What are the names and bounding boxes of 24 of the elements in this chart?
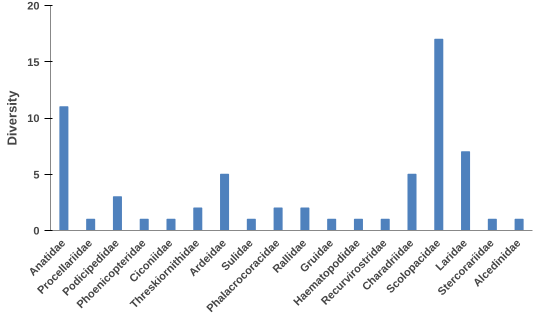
bar bbox=[166, 218, 176, 230]
bar bbox=[434, 38, 444, 230]
bar bbox=[220, 174, 230, 230]
bar bbox=[59, 106, 68, 230]
bar bbox=[380, 218, 390, 230]
bar bbox=[300, 208, 310, 230]
y-tick-label: 5 bbox=[33, 169, 40, 182]
bar bbox=[488, 218, 497, 230]
bar bbox=[461, 151, 470, 230]
y-tick-label: 10 bbox=[27, 113, 40, 125]
bar bbox=[354, 218, 363, 230]
y-tick-label: 15 bbox=[27, 56, 40, 69]
bar bbox=[86, 218, 96, 230]
bar bbox=[140, 218, 149, 230]
bar bbox=[514, 218, 524, 230]
bar bbox=[112, 196, 122, 230]
bar bbox=[327, 218, 336, 230]
y-tick-label: 20 bbox=[27, 0, 40, 12]
y-axis-title: Diversity bbox=[4, 90, 20, 146]
bar bbox=[274, 208, 283, 230]
bar bbox=[193, 208, 202, 230]
y-tick-label: 0 bbox=[33, 226, 40, 238]
bar bbox=[246, 218, 256, 230]
bar bbox=[407, 174, 417, 230]
